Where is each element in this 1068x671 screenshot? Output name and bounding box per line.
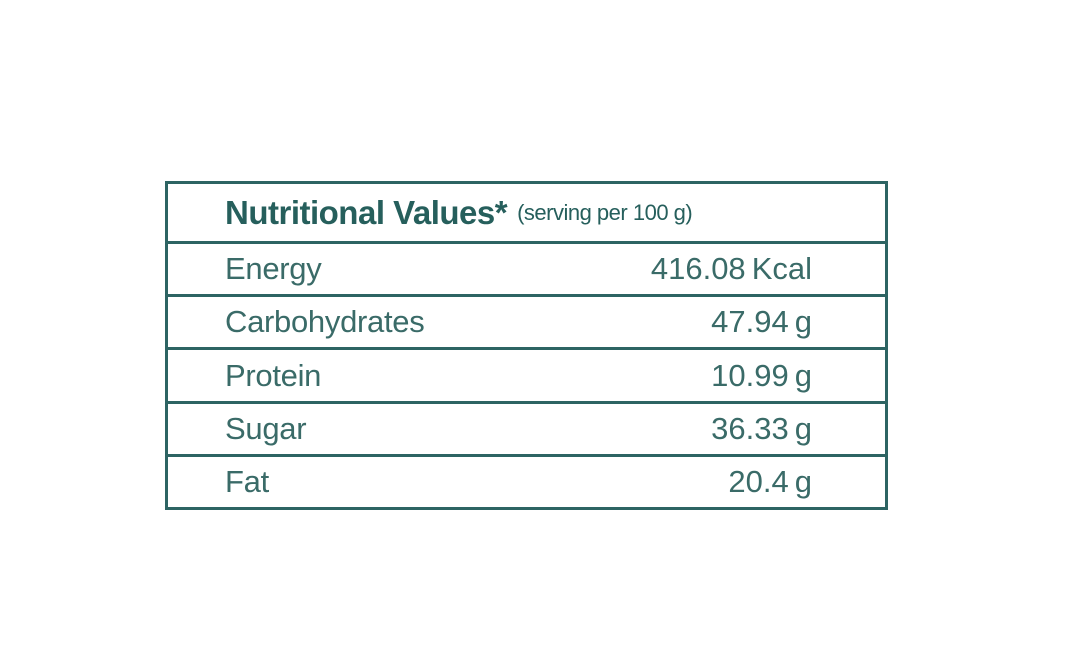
value-number: 36.33 [711,410,789,446]
table-row-sugar: Sugar 36.33 g [168,404,885,457]
row-label: Fat [225,463,269,499]
table-title: Nutritional Values* [225,193,508,231]
row-label: Sugar [225,410,307,446]
row-value: 10.99 g [711,358,812,394]
value-number: 20.4 [728,463,789,499]
value-unit: g [794,410,812,446]
value-unit: g [794,357,812,393]
row-value: 20.4 g [728,464,812,500]
serving-note: (serving per 100 g) [517,199,693,225]
table-row-protein: Protein 10.99 g [168,350,885,404]
row-value: 47.94 g [711,304,812,340]
row-value: 36.33 g [711,411,812,447]
value-unit: Kcal [751,251,812,287]
row-label: Energy [225,251,322,287]
nutrition-table: Nutritional Values* (serving per 100 g) … [165,181,888,510]
value-unit: g [794,463,812,499]
row-value: 416.08 Kcal [651,251,812,287]
row-label: Protein [225,357,322,393]
value-unit: g [794,304,812,340]
nutrition-table-header: Nutritional Values* (serving per 100 g) [168,184,885,244]
value-number: 10.99 [711,357,789,393]
value-number: 416.08 [650,251,746,287]
table-row-fat: Fat 20.4 g [168,457,885,507]
value-number: 47.94 [711,304,789,340]
table-row-carbohydrates: Carbohydrates 47.94 g [168,297,885,351]
row-label: Carbohydrates [225,304,425,340]
table-row-energy: Energy 416.08 Kcal [168,244,885,298]
